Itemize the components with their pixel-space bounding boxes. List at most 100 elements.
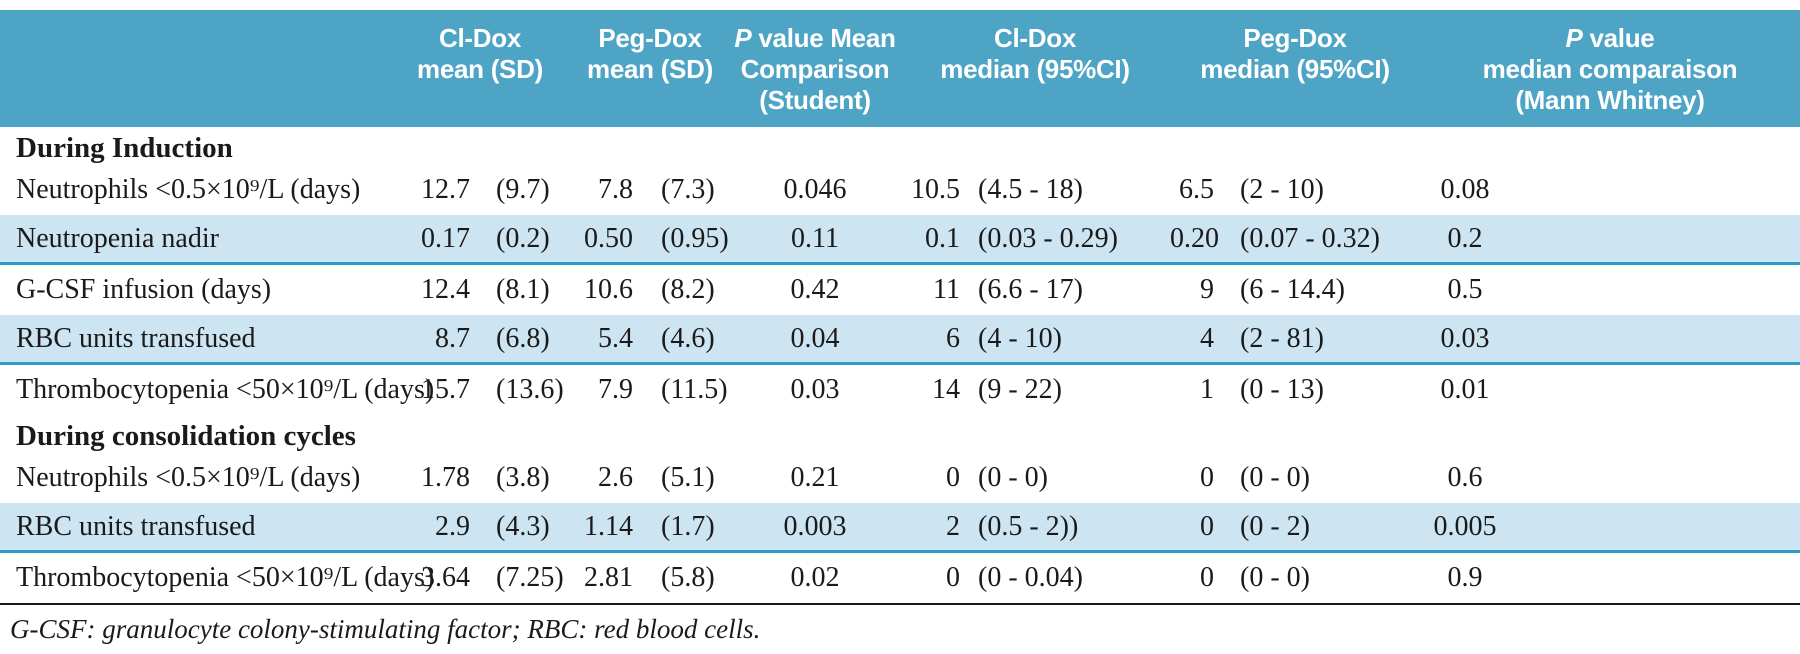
- peg-dox-sd-value: (5.8): [661, 562, 715, 593]
- peg-dox-median-value: 0.20: [1170, 222, 1219, 254]
- cl-dox-sd-value: (13.6): [496, 374, 564, 405]
- row-label: G-CSF infusion (days): [16, 274, 272, 305]
- p-value-mean: 0.02: [790, 562, 840, 593]
- p-value-median: 0.5: [1447, 274, 1483, 305]
- peg-dox-mean-value: 2.81: [584, 562, 633, 593]
- cl-dox-sd-value: (4.3): [496, 510, 550, 542]
- cl-dox-mean-value: 0.17: [421, 222, 470, 254]
- cl-dox-ci-value: (0.5 - 2)): [978, 510, 1079, 542]
- peg-dox-sd-value: (7.3): [661, 174, 715, 205]
- column-header-p-value-median: P value median comparaison (Mann Whitney…: [1482, 23, 1738, 115]
- column-header-peg-dox-median: Peg-Dox median (95%CI): [1200, 23, 1390, 84]
- table-row-rbc-induction: RBC units transfused 8.7 (6.8) 5.4 (4.6)…: [0, 315, 1800, 365]
- column-header-p-value-mean: P value Mean Comparison (Student): [734, 23, 896, 115]
- cl-dox-mean-value: 12.7: [421, 174, 470, 205]
- table-row-gcsf-infusion: G-CSF infusion (days) 12.4 (8.1) 10.6 (8…: [0, 265, 1800, 315]
- column-header-cl-dox-median: Cl-Dox median (95%CI): [940, 23, 1130, 84]
- p-italic: P: [1565, 23, 1583, 53]
- p-value-mean: 0.04: [790, 322, 840, 354]
- peg-dox-ci-value: (2 - 10): [1240, 174, 1324, 205]
- cl-dox-sd-value: (9.7): [496, 174, 550, 205]
- p-value-median: 0.2: [1447, 222, 1483, 254]
- peg-dox-median-value: 0: [1200, 510, 1214, 542]
- cl-dox-ci-value: (9 - 22): [978, 374, 1062, 405]
- p-value-mean: 0.003: [783, 510, 847, 542]
- cl-dox-mean-value: 3.64: [421, 562, 470, 593]
- cl-dox-ci-value: (6.6 - 17): [978, 274, 1083, 305]
- peg-dox-median-value: 6.5: [1179, 174, 1214, 205]
- cl-dox-median-value: 0: [946, 562, 960, 593]
- peg-dox-median-value: 1: [1200, 374, 1214, 405]
- cl-dox-mean-value: 2.9: [435, 510, 470, 542]
- column-header-peg-dox-mean: Peg-Dox mean (SD): [587, 23, 713, 84]
- p-value-median: 0.6: [1447, 462, 1483, 493]
- row-label: RBC units transfused: [16, 510, 256, 542]
- p-value-mean: 0.046: [783, 174, 847, 205]
- cl-dox-sd-value: (8.1): [496, 274, 550, 305]
- table-row-thrombocytopenia-induction: Thrombocytopenia <50×10⁹/L (days) 15.7 (…: [0, 365, 1800, 415]
- cl-dox-median-value: 0.1: [925, 222, 960, 254]
- p-value-median: 0.005: [1433, 510, 1497, 542]
- peg-dox-mean-value: 10.6: [584, 274, 633, 305]
- peg-dox-mean-value: 1.14: [584, 510, 633, 542]
- row-label: Neutrophils <0.5×10⁹/L (days): [16, 462, 361, 493]
- peg-dox-mean-value: 7.8: [598, 174, 633, 205]
- p-value-median: 0.03: [1440, 322, 1490, 354]
- row-label: RBC units transfused: [16, 322, 256, 354]
- peg-dox-sd-value: (8.2): [661, 274, 715, 305]
- cl-dox-median-value: 14: [932, 374, 960, 405]
- top-margin: [0, 0, 1800, 10]
- peg-dox-mean-value: 2.6: [598, 462, 633, 493]
- table-bottom-rule: [0, 603, 1800, 605]
- peg-dox-ci-value: (0 - 0): [1240, 562, 1310, 593]
- cl-dox-mean-value: 8.7: [435, 322, 470, 354]
- cl-dox-median-value: 10.5: [911, 174, 960, 205]
- table-row-neutropenia-nadir: Neutropenia nadir 0.17 (0.2) 0.50 (0.95)…: [0, 215, 1800, 265]
- peg-dox-ci-value: (6 - 14.4): [1240, 274, 1345, 305]
- peg-dox-sd-value: (1.7): [661, 510, 715, 542]
- table-row-neutrophils-consolidation: Neutrophils <0.5×10⁹/L (days) 1.78 (3.8)…: [0, 453, 1800, 503]
- peg-dox-median-value: 4: [1200, 322, 1214, 354]
- peg-dox-sd-value: (11.5): [661, 374, 728, 405]
- cl-dox-median-value: 0: [946, 462, 960, 493]
- cl-dox-median-value: 2: [946, 510, 960, 542]
- cl-dox-ci-value: (0 - 0): [978, 462, 1048, 493]
- row-label: Neutrophils <0.5×10⁹/L (days): [16, 174, 361, 205]
- peg-dox-mean-value: 5.4: [598, 322, 633, 354]
- p-value-mean: 0.42: [790, 274, 840, 305]
- peg-dox-mean-value: 7.9: [598, 374, 633, 405]
- cl-dox-mean-value: 1.78: [421, 462, 470, 493]
- table-row-rbc-consolidation: RBC units transfused 2.9 (4.3) 1.14 (1.7…: [0, 503, 1800, 553]
- table-footnote: G-CSF: granulocyte colony-stimulating fa…: [10, 614, 761, 644]
- peg-dox-mean-value: 0.50: [584, 222, 633, 254]
- peg-dox-ci-value: (0 - 0): [1240, 462, 1310, 493]
- column-header-cl-dox-mean: Cl-Dox mean (SD): [417, 23, 543, 84]
- cl-dox-ci-value: (0 - 0.04): [978, 562, 1083, 593]
- row-label: Thrombocytopenia <50×10⁹/L (days): [16, 374, 435, 405]
- peg-dox-sd-value: (0.95): [661, 222, 729, 254]
- p-value-median: 0.9: [1447, 562, 1483, 593]
- peg-dox-ci-value: (0 - 13): [1240, 374, 1324, 405]
- cl-dox-mean-value: 15.7: [421, 374, 470, 405]
- p-value-mean: 0.03: [790, 374, 840, 405]
- peg-dox-median-value: 0: [1200, 462, 1214, 493]
- p-value-median: 0.01: [1440, 374, 1490, 405]
- peg-dox-ci-value: (2 - 81): [1240, 322, 1324, 354]
- row-label: Neutropenia nadir: [16, 222, 219, 254]
- section-header-induction: During Induction: [16, 132, 233, 164]
- peg-dox-sd-value: (5.1): [661, 462, 715, 493]
- peg-dox-median-value: 9: [1200, 274, 1214, 305]
- p-value-mean: 0.11: [791, 222, 839, 254]
- cl-dox-mean-value: 12.4: [421, 274, 470, 305]
- cl-dox-ci-value: (0.03 - 0.29): [978, 222, 1118, 254]
- cl-dox-sd-value: (0.2): [496, 222, 550, 254]
- peg-dox-ci-value: (0.07 - 0.32): [1240, 222, 1380, 254]
- section-header-consolidation: During consolidation cycles: [16, 420, 356, 452]
- table-row-thrombocytopenia-consolidation: Thrombocytopenia <50×10⁹/L (days) 3.64 (…: [0, 553, 1800, 603]
- table-row-neutrophils-induction: Neutrophils <0.5×10⁹/L (days) 12.7 (9.7)…: [0, 165, 1800, 215]
- peg-dox-median-value: 0: [1200, 562, 1214, 593]
- table-header-row: Cl-Dox mean (SD) Peg-Dox mean (SD) P val…: [0, 10, 1800, 127]
- cl-dox-median-value: 11: [933, 274, 960, 305]
- p-italic: P: [734, 23, 752, 53]
- cl-dox-sd-value: (6.8): [496, 322, 550, 354]
